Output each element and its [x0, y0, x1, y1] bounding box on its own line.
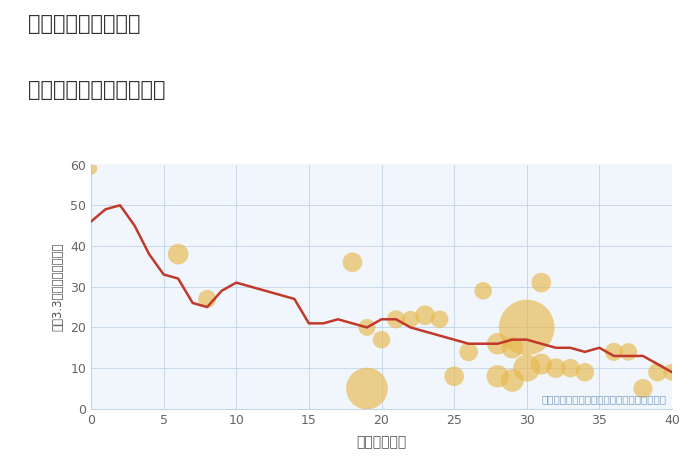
Point: [536, 279, 547, 286]
Point: [536, 360, 547, 368]
Point: [521, 324, 532, 331]
Point: [507, 376, 518, 384]
Point: [434, 315, 445, 323]
Point: [449, 373, 460, 380]
Point: [652, 368, 663, 376]
Point: [376, 336, 387, 344]
Point: [550, 364, 561, 372]
Point: [85, 165, 97, 172]
Point: [507, 344, 518, 352]
Point: [608, 348, 620, 356]
Point: [565, 364, 576, 372]
Text: 築年数別中古戸建て価格: 築年数別中古戸建て価格: [28, 80, 165, 100]
Point: [623, 348, 634, 356]
Point: [361, 385, 372, 392]
Text: 円の大きさは、取引のあった物件面積を示す: 円の大きさは、取引のあった物件面積を示す: [541, 394, 666, 404]
Point: [521, 364, 532, 372]
Point: [391, 315, 402, 323]
Point: [172, 251, 183, 258]
Point: [463, 348, 475, 356]
Point: [405, 315, 416, 323]
Point: [638, 385, 649, 392]
Point: [492, 340, 503, 347]
Text: 福岡県柳川市元町の: 福岡県柳川市元町の: [28, 14, 141, 34]
Point: [361, 324, 372, 331]
Point: [666, 368, 678, 376]
Point: [419, 312, 430, 319]
Point: [580, 368, 591, 376]
Y-axis label: 坪（3.3㎡）単価（万円）: 坪（3.3㎡）単価（万円）: [52, 243, 64, 331]
X-axis label: 築年数（年）: 築年数（年）: [356, 435, 407, 449]
Point: [492, 373, 503, 380]
Point: [477, 287, 489, 295]
Point: [202, 295, 213, 303]
Point: [346, 258, 358, 266]
